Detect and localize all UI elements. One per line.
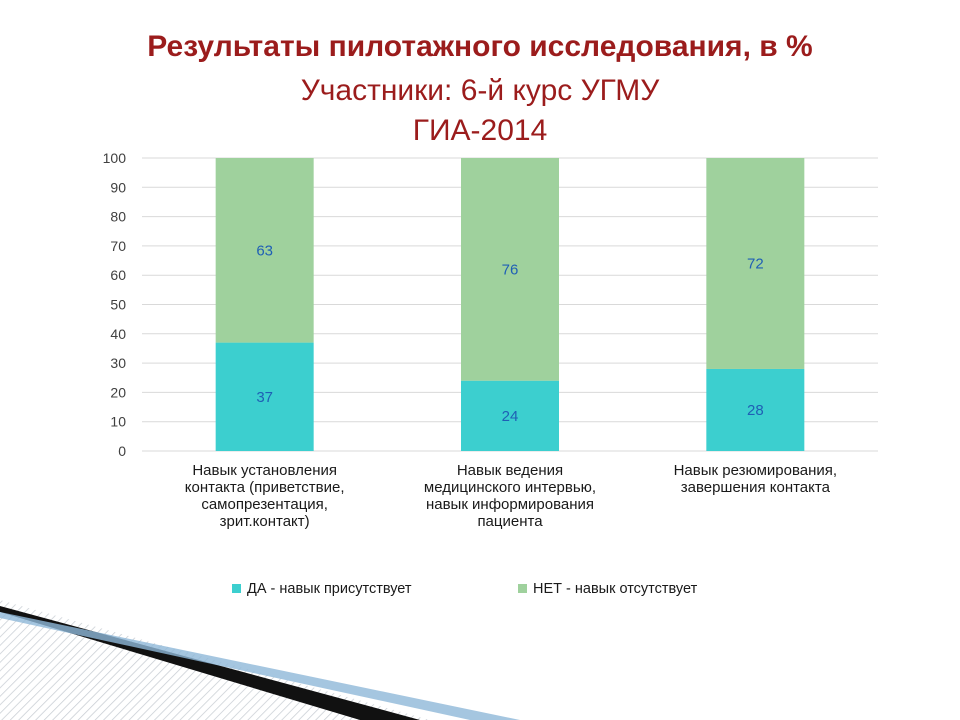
data-label: 63 [256,242,273,259]
bar-segment [215,342,314,451]
x-category-label: навык информирования [426,496,594,513]
y-tick-label: 90 [110,179,126,195]
bar-segment [461,158,559,381]
y-tick-label: 60 [110,267,126,283]
bar-segment [215,158,314,343]
x-category-label: самопрезентация, [201,496,328,513]
legend-swatch [518,584,527,593]
y-tick-label: 0 [118,443,126,459]
y-tick-label: 40 [110,326,126,342]
y-tick-label: 50 [110,297,126,313]
y-tick-label: 70 [110,238,126,254]
x-category-label: Навык ведения [457,462,563,479]
bar-segment [461,380,559,451]
x-category-label: зрит.контакт) [220,513,310,530]
x-category-label: пациента [477,513,543,530]
x-category-label: контакта (приветствие, [185,479,345,496]
data-label: 37 [256,389,273,406]
legend-label: НЕТ - навык отсутствует [533,581,698,597]
y-tick-label: 10 [110,414,126,430]
data-label: 24 [502,408,519,425]
x-category-label: Навык резюмирования, [674,462,837,479]
data-label: 72 [747,255,764,272]
data-label: 28 [747,402,764,419]
legend-swatch [232,584,241,593]
slide-title: Результаты пилотажного исследования, в % [147,30,813,63]
bar-segment [706,368,805,451]
y-tick-label: 80 [110,209,126,225]
x-category-label: Навык установления [192,462,337,479]
data-label: 76 [502,261,519,278]
y-tick-label: 20 [110,384,126,400]
x-category-label: медицинского интервью, [424,479,596,496]
slide-subtitle-exam: ГИА-2014 [412,114,548,147]
y-tick-label: 30 [110,355,126,371]
decor-blue-swoosh [0,612,520,720]
legend-label: ДА - навык присутствует [247,581,412,597]
x-category-label: завершения контакта [681,479,831,496]
slide-subtitle-participants: Участники: 6-й курс УГМУ [300,74,660,107]
y-tick-label: 100 [103,150,127,166]
bar-segment [706,158,805,369]
